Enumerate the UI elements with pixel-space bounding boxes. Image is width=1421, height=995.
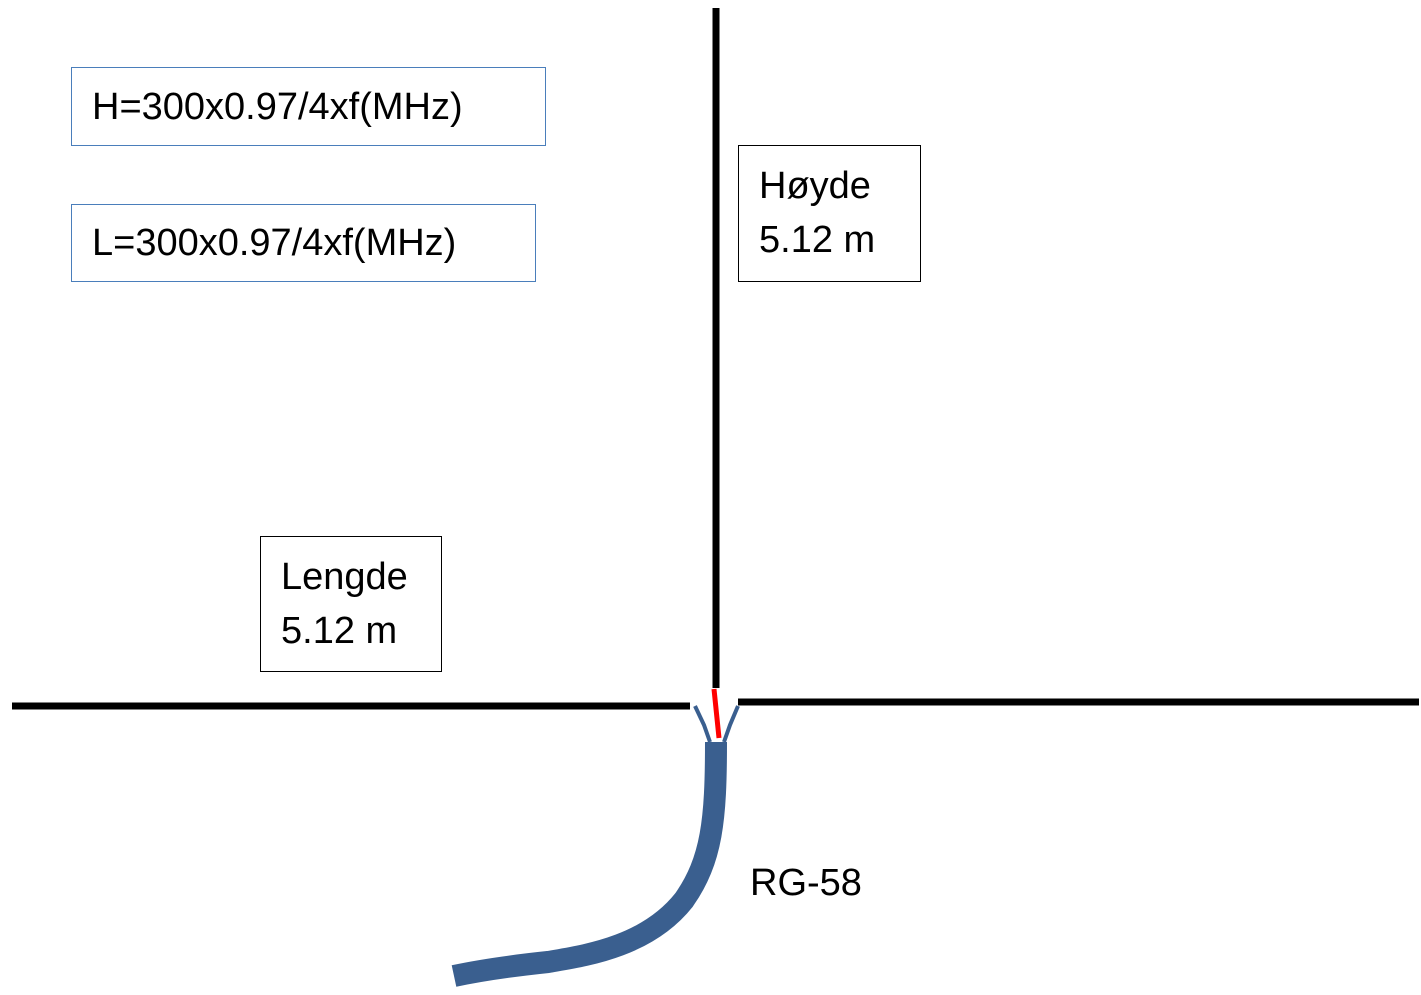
length-formula-box: L=300x0.97/4xf(MHz) [71, 204, 536, 282]
height-formula-box: H=300x0.97/4xf(MHz) [71, 67, 546, 146]
height-label-value: 5.12 m [759, 218, 876, 261]
length-label-title: Lengde [281, 556, 408, 598]
cable-type-label: RG-58 [750, 862, 862, 904]
coax-shield-left [693, 705, 712, 743]
coax-shield-right [722, 705, 740, 743]
height-formula: H=300x0.97/4xf(MHz) [92, 85, 463, 128]
length-label-box: Lengde 5.12 m [260, 536, 442, 672]
height-label-title: Høyde [759, 165, 871, 207]
feed-conductor [711, 688, 722, 739]
length-formula: L=300x0.97/4xf(MHz) [92, 222, 457, 264]
length-label-value: 5.12 m [281, 609, 398, 652]
height-label-box: Høyde 5.12 m [738, 145, 921, 282]
coax-cable [451, 741, 727, 987]
